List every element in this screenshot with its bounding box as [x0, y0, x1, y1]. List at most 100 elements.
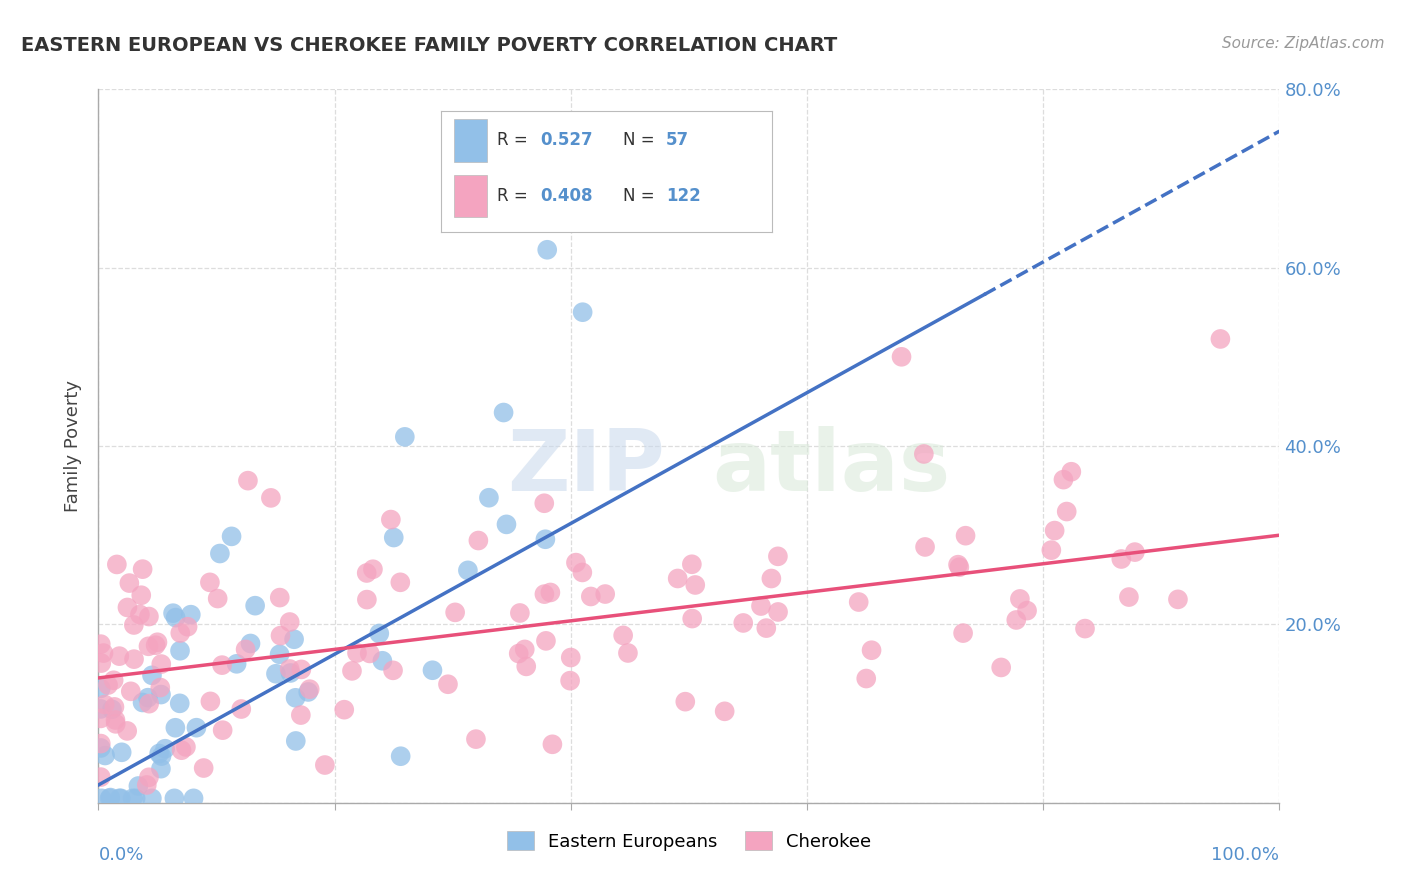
- Point: [200, 694, 222, 708]
- Y-axis label: Family Poverty: Family Poverty: [65, 380, 83, 512]
- Point: [855, 672, 877, 686]
- Point: [283, 632, 305, 647]
- Point: [124, 791, 146, 805]
- Point: [382, 531, 405, 545]
- Point: [533, 587, 555, 601]
- Point: [755, 621, 778, 635]
- Point: [120, 684, 142, 698]
- Point: [617, 646, 640, 660]
- Point: [129, 607, 152, 622]
- Point: [297, 685, 319, 699]
- Point: [90, 656, 112, 670]
- Point: [100, 790, 122, 805]
- Point: [467, 533, 489, 548]
- Point: [269, 591, 291, 605]
- Point: [560, 650, 582, 665]
- Point: [104, 713, 127, 727]
- Point: [127, 779, 149, 793]
- Point: [465, 732, 488, 747]
- Point: [1074, 622, 1097, 636]
- Point: [186, 721, 208, 735]
- Point: [1060, 465, 1083, 479]
- Point: [108, 649, 131, 664]
- Point: [169, 644, 191, 658]
- Point: [890, 350, 912, 364]
- Point: [1043, 524, 1066, 538]
- Point: [90, 681, 112, 696]
- Point: [314, 758, 336, 772]
- Point: [93, 698, 115, 712]
- Point: [515, 659, 537, 673]
- Point: [169, 696, 191, 710]
- Point: [534, 633, 557, 648]
- Point: [236, 474, 259, 488]
- Point: [138, 640, 160, 654]
- Point: [90, 737, 112, 751]
- Point: [260, 491, 283, 505]
- Point: [422, 663, 444, 677]
- Point: [1056, 504, 1078, 518]
- Point: [478, 491, 501, 505]
- Point: [990, 660, 1012, 674]
- Point: [952, 626, 974, 640]
- Point: [761, 572, 783, 586]
- Point: [340, 664, 363, 678]
- Point: [118, 576, 141, 591]
- Point: [946, 558, 969, 572]
- Point: [135, 778, 157, 792]
- Point: [207, 591, 229, 606]
- Point: [231, 702, 253, 716]
- Point: [149, 681, 172, 695]
- Point: [1008, 591, 1031, 606]
- Point: [90, 791, 112, 805]
- Point: [1111, 552, 1133, 566]
- Point: [115, 723, 138, 738]
- Point: [1167, 592, 1189, 607]
- Point: [90, 741, 112, 756]
- Point: [766, 605, 789, 619]
- Point: [105, 558, 128, 572]
- Text: EASTERN EUROPEAN VS CHEROKEE FAMILY POVERTY CORRELATION CHART: EASTERN EUROPEAN VS CHEROKEE FAMILY POVE…: [21, 36, 838, 54]
- Point: [211, 658, 233, 673]
- Point: [122, 652, 145, 666]
- Point: [94, 748, 117, 763]
- Point: [176, 620, 198, 634]
- Point: [389, 575, 412, 590]
- Point: [533, 496, 555, 510]
- Point: [356, 566, 378, 580]
- Point: [193, 761, 215, 775]
- Point: [150, 688, 173, 702]
- Point: [131, 696, 153, 710]
- Point: [1123, 545, 1146, 559]
- Point: [225, 657, 247, 671]
- Point: [280, 665, 302, 680]
- Point: [359, 647, 381, 661]
- Text: atlas: atlas: [713, 425, 950, 509]
- Point: [541, 737, 564, 751]
- Point: [361, 562, 384, 576]
- Point: [150, 749, 173, 764]
- Point: [162, 606, 184, 620]
- Point: [278, 615, 301, 629]
- Point: [103, 673, 125, 688]
- Text: 100.0%: 100.0%: [1212, 846, 1279, 863]
- Point: [101, 702, 124, 716]
- Point: [239, 636, 262, 650]
- Point: [121, 791, 143, 805]
- Text: ZIP: ZIP: [508, 425, 665, 509]
- Point: [290, 708, 312, 723]
- Point: [153, 741, 176, 756]
- Point: [103, 699, 125, 714]
- Point: [437, 677, 460, 691]
- Point: [356, 592, 378, 607]
- Text: 0.0%: 0.0%: [98, 846, 143, 863]
- Point: [163, 791, 186, 805]
- Point: [298, 682, 321, 697]
- Point: [145, 638, 167, 652]
- Point: [444, 606, 467, 620]
- Point: [571, 566, 593, 580]
- Point: [534, 533, 557, 547]
- Point: [766, 549, 789, 564]
- Point: [1015, 604, 1038, 618]
- Point: [284, 734, 307, 748]
